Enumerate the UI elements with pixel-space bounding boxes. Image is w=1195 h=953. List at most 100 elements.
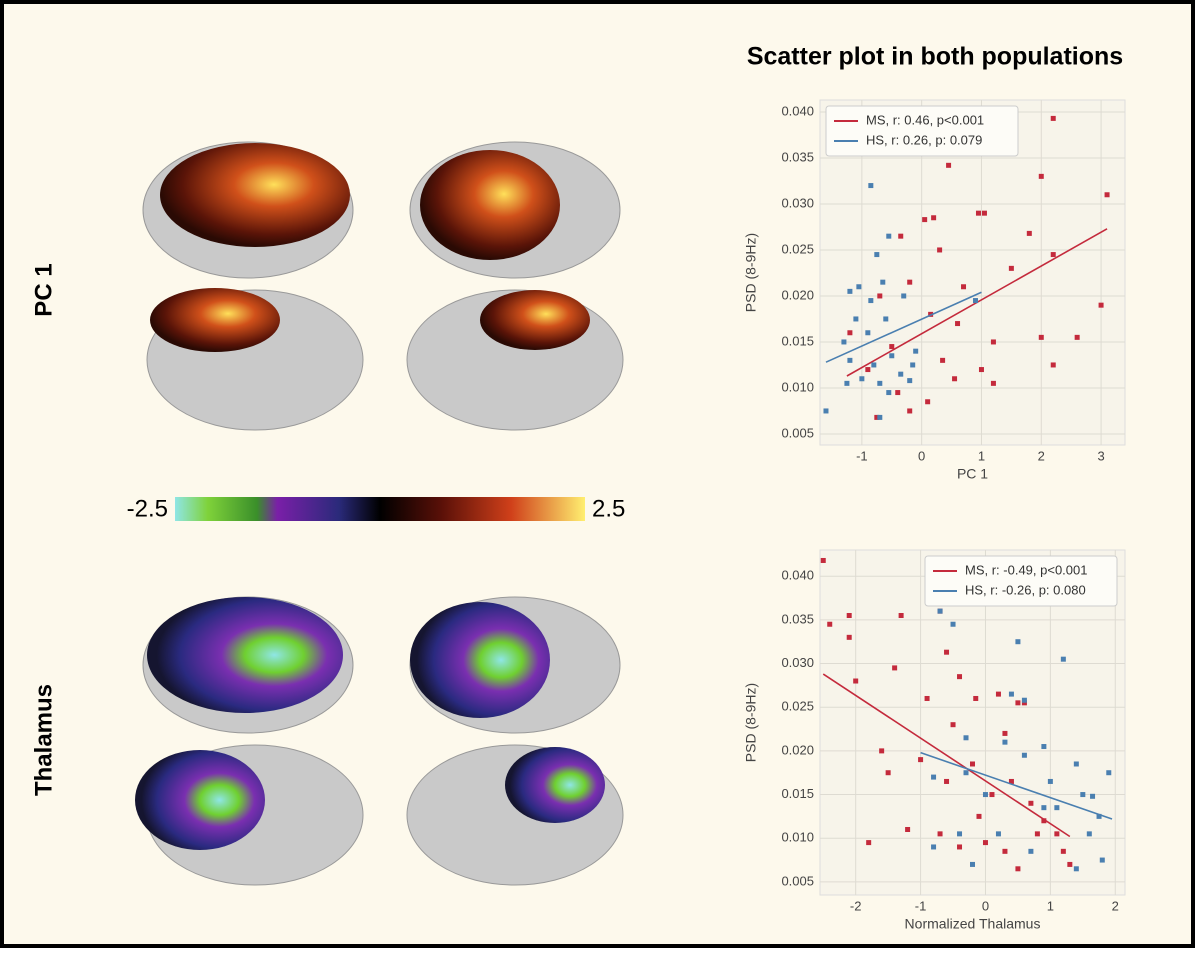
point [946,162,952,168]
point [1002,739,1008,745]
point [1096,813,1102,819]
brain-map [420,150,560,260]
brain-map [135,750,265,850]
legend-label: MS, r: -0.49, p<0.001 [965,562,1087,577]
point [1028,800,1034,806]
y-tick-label: 0.005 [781,873,814,888]
point [892,665,898,671]
point [883,316,889,322]
y-tick-label: 0.015 [781,333,814,348]
point [898,371,904,377]
point [995,691,1001,697]
y-tick-label: 0.025 [781,699,814,714]
point [1015,639,1021,645]
point [1026,230,1032,236]
x-tick-label: 0 [982,898,989,913]
point [1002,730,1008,736]
point [868,183,874,189]
y-tick-label: 0.030 [781,195,814,210]
x-tick-label: 1 [978,448,985,463]
point [1008,691,1014,697]
point [1073,866,1079,872]
point [976,813,982,819]
point [931,774,937,780]
y-tick-label: 0.010 [781,830,814,845]
point [1028,848,1034,854]
x-axis-label: PC 1 [957,466,988,482]
point [901,293,907,299]
point [841,339,847,345]
point [990,380,996,386]
legend-label: HS, r: -0.26, p: 0.080 [965,582,1086,597]
point [1054,831,1060,837]
point [937,247,943,253]
point [922,217,928,223]
point [1021,700,1027,706]
chart-title: Scatter plot in both populations [747,43,1123,71]
point [895,390,901,396]
point [907,279,913,285]
point [856,284,862,290]
point [865,367,871,373]
point [940,357,946,363]
point [1067,861,1073,867]
fit-line [822,673,1071,838]
point [1015,700,1021,706]
point [886,390,892,396]
colorbar-max-label: 2.5 [592,495,625,522]
y-tick-label: 0.015 [781,786,814,801]
point [1034,831,1040,837]
fit-line [920,751,1113,820]
point [963,735,969,741]
point [1038,173,1044,179]
point [952,376,958,382]
point [1073,761,1079,767]
x-tick-label: 2 [1038,448,1045,463]
point [1104,192,1110,198]
point [885,770,891,776]
point [950,621,956,627]
point [853,316,859,322]
x-tick-label: -2 [850,898,862,913]
point [847,357,853,363]
point [937,831,943,837]
point [970,861,975,867]
x-axis-label: Normalized Thalamus [905,916,1041,932]
point [990,339,996,345]
point [880,279,886,285]
y-tick-label: 0.035 [781,611,814,626]
brain-map [480,290,590,350]
point [963,770,969,776]
point [1074,334,1080,340]
point [889,353,895,359]
row-label: PC 1 [30,263,57,316]
x-tick-label: 0 [918,448,925,463]
legend: MS, r: -0.49, p<0.001 HS, r: -0.26, p: 0.… [924,555,1118,607]
point [898,233,904,239]
point [944,649,950,655]
point [907,378,913,384]
colorbar-min-label: -2.5 [127,495,168,522]
y-tick-label: 0.020 [781,742,814,757]
point [1060,656,1066,662]
point [879,748,885,754]
point [820,557,826,563]
point [907,408,913,414]
point [978,367,984,373]
point [981,210,987,216]
point [975,210,981,216]
point [889,344,895,350]
point [827,621,833,627]
x-tick-label: 2 [1112,898,1119,913]
point [1002,848,1008,854]
point [1047,778,1053,784]
brain-map [505,747,605,823]
point [846,634,852,640]
point [1041,744,1047,750]
point [973,695,979,701]
row-label: Thalamus [30,684,57,796]
y-axis-label: PSD (8-9Hz) [743,683,759,762]
point [877,380,883,386]
